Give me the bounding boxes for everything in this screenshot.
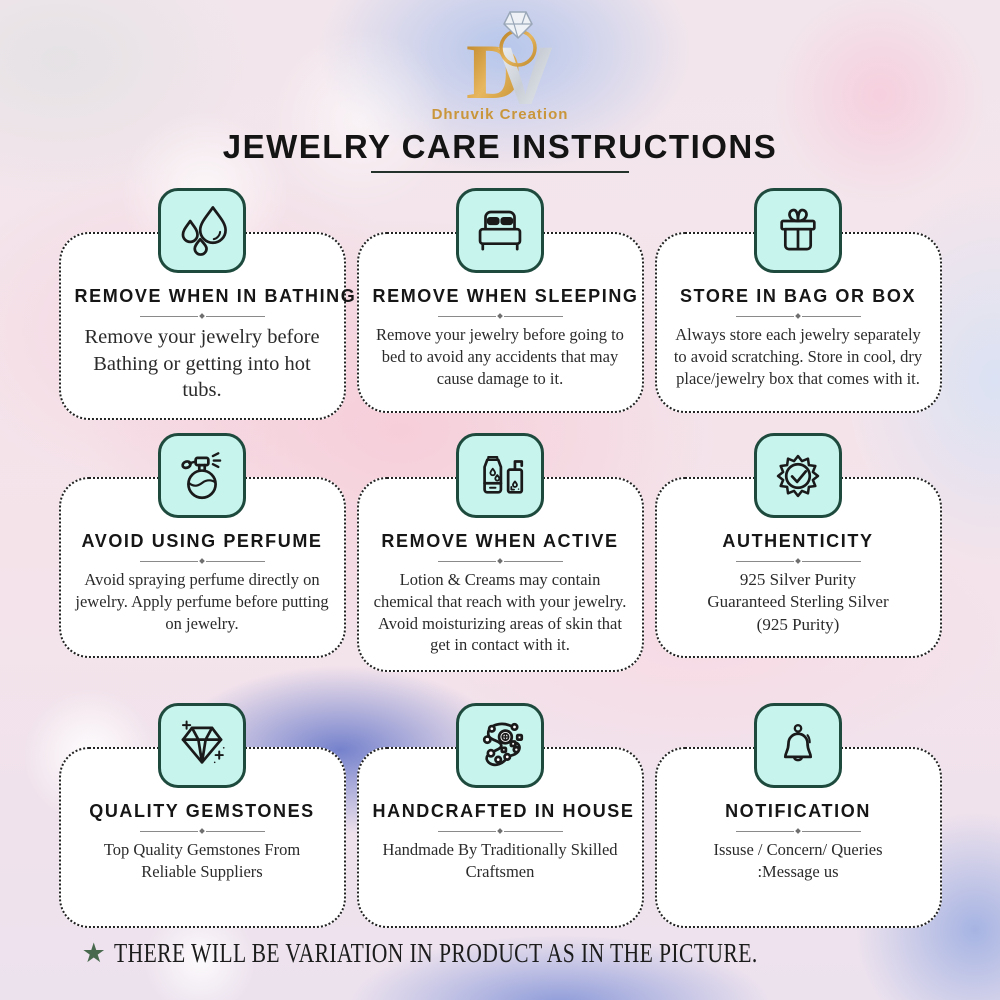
card-title: NOTIFICATION	[725, 801, 871, 821]
card-title: STORE IN BAG OR BOX	[679, 286, 917, 306]
page-title: JEWELRY CARE INSTRUCTIONS	[222, 128, 778, 165]
water-drops-icon	[181, 205, 227, 256]
card-title: HANDCRAFTED IN HOUSE	[372, 801, 635, 821]
footer-note: ★ THERE WILL BE VARIATION IN PRODUCT AS …	[0, 938, 1000, 969]
brand-logo: D V Dhruvik Creation	[0, 6, 1000, 123]
card-authenticity: AUTHENTICITY 925 Silver Purity Guarantee…	[654, 433, 942, 672]
divider	[139, 828, 265, 834]
icon-tile	[158, 433, 246, 518]
divider	[735, 313, 861, 319]
footer-text: THERE WILL BE VARIATION IN PRODUCT AS IN…	[113, 938, 758, 968]
dv-monogram-ring-icon: D V	[466, 11, 553, 110]
card-quality-gemstones: QUALITY GEMSTONES Top Quality Gemstones …	[58, 703, 346, 928]
card-body: Top Quality Gemstones From Reliable Supp…	[103, 840, 301, 881]
divider	[735, 558, 861, 564]
perfume-spray-icon	[181, 451, 222, 499]
card: REMOVE WHEN IN BATHING Remove your jewel…	[58, 232, 357, 420]
card-store-in-bag-or-box: STORE IN BAG OR BOX Always store each je…	[654, 188, 942, 420]
lotion-bottles-icon	[483, 455, 524, 494]
bell-icon	[783, 723, 813, 761]
cards-row-1: REMOVE WHEN IN BATHING Remove your jewel…	[0, 188, 1000, 420]
bed-icon	[478, 210, 522, 250]
card-notification: NOTIFICATION Issuse / Concern/ Queries :…	[654, 703, 942, 928]
card-body: 925 Silver Purity Guaranteed Sterling Si…	[707, 570, 889, 634]
divider	[437, 313, 563, 319]
card-avoid-using-perfume: AVOID USING PERFUME Avoid spraying perfu…	[58, 433, 346, 672]
gift-box-icon	[780, 208, 816, 250]
card-remove-when-active: REMOVE WHEN ACTIVE Lotion & Creams may c…	[356, 433, 644, 673]
card-title: REMOVE WHEN SLEEPING	[372, 286, 639, 306]
card-title: QUALITY GEMSTONES	[89, 801, 315, 821]
divider	[139, 313, 265, 319]
monogram-d: D	[466, 28, 522, 110]
icon-tile	[158, 188, 246, 273]
divider	[437, 828, 563, 834]
necklace-icon	[482, 722, 524, 766]
icon-tile	[754, 703, 842, 788]
star-icon: ★	[81, 938, 106, 969]
divider	[437, 558, 563, 564]
monogram-v: V	[498, 31, 553, 110]
card-body: Issuse / Concern/ Queries :Message us	[713, 840, 883, 881]
card-body: Avoid spraying perfume directly on jewel…	[75, 570, 329, 633]
card-body: Remove your jewelry before going to bed …	[376, 325, 624, 388]
card-remove-when-bathing: REMOVE WHEN IN BATHING Remove your jewel…	[58, 188, 357, 420]
icon-tile	[456, 433, 544, 518]
card-body: Remove your jewelry before Bathing or ge…	[84, 326, 320, 402]
card-body: Always store each jewelry separately to …	[673, 325, 923, 388]
cards-row-3: QUALITY GEMSTONES Top Quality Gemstones …	[0, 703, 1000, 928]
icon-tile	[158, 703, 246, 788]
icon-tile	[456, 188, 544, 273]
brand-name: Dhruvik Creation	[431, 106, 569, 123]
badge-check-icon	[776, 454, 820, 497]
card: HANDCRAFTED IN HOUSE Handmade By Traditi…	[356, 747, 644, 928]
card: STORE IN BAG OR BOX Always store each je…	[654, 232, 942, 413]
card-remove-when-sleeping: REMOVE WHEN SLEEPING Remove your jewelry…	[356, 188, 644, 420]
card-body: Lotion & Creams may contain chemical tha…	[373, 570, 627, 655]
card-title: AUTHENTICITY	[722, 531, 874, 551]
title-underline	[371, 171, 629, 173]
card-body: Handmade By Traditionally Skilled Crafts…	[382, 840, 618, 881]
card-title: REMOVE WHEN IN BATHING	[74, 286, 357, 306]
card: AVOID USING PERFUME Avoid spraying perfu…	[58, 477, 346, 658]
divider	[139, 558, 265, 564]
cards-row-2: AVOID USING PERFUME Avoid spraying perfu…	[0, 433, 1000, 673]
card-title: REMOVE WHEN ACTIVE	[381, 531, 619, 551]
icon-tile	[456, 703, 544, 788]
icon-tile	[754, 433, 842, 518]
card-title: AVOID USING PERFUME	[81, 531, 323, 551]
icon-tile	[754, 188, 842, 273]
card-handcrafted-in-house: HANDCRAFTED IN HOUSE Handmade By Traditi…	[356, 703, 644, 928]
diamond-icon	[181, 720, 225, 764]
divider	[735, 828, 861, 834]
